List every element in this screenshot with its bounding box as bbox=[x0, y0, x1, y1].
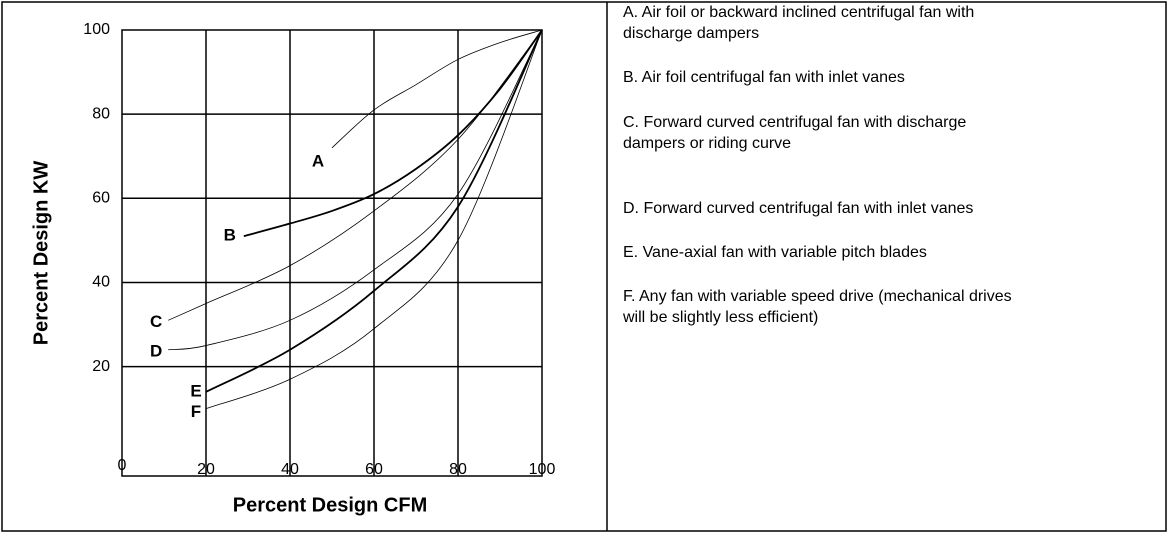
legend-text: A. Air foil or backward inclined centrif… bbox=[623, 4, 974, 21]
curve bbox=[331, 29, 543, 149]
legend-text: dampers or riding curve bbox=[623, 135, 791, 152]
y-tick-label: 80 bbox=[92, 105, 110, 122]
y-axis-label: Percent Design KW bbox=[30, 161, 52, 346]
curve-label: D bbox=[150, 341, 162, 360]
y-tick-label: 100 bbox=[83, 21, 110, 38]
legend-text: D. Forward curved centrifugal fan with i… bbox=[623, 200, 973, 217]
y-tick-label: 20 bbox=[92, 358, 110, 375]
legend-text: will be slightly less efficient) bbox=[622, 309, 818, 326]
y-tick-label: 60 bbox=[92, 190, 110, 207]
legend-text: E. Vane-axial fan with variable pitch bl… bbox=[623, 244, 927, 261]
curve bbox=[205, 29, 543, 410]
curve bbox=[168, 29, 543, 351]
curve bbox=[168, 29, 543, 321]
y-tick-label: 40 bbox=[92, 274, 110, 291]
curve-label: B bbox=[224, 226, 236, 245]
plot-frame bbox=[121, 29, 543, 477]
curve bbox=[205, 29, 543, 393]
legend-text: C. Forward curved centrifugal fan with d… bbox=[623, 114, 966, 131]
x-axis-label: Percent Design CFM bbox=[233, 494, 427, 516]
legend-text: discharge dampers bbox=[623, 25, 759, 42]
curve-label: E bbox=[190, 381, 201, 400]
curve bbox=[243, 29, 543, 238]
curve-label: F bbox=[191, 402, 201, 421]
legend-text: B. Air foil centrifugal fan with inlet v… bbox=[623, 69, 905, 86]
curve-label: A bbox=[312, 151, 324, 170]
legend-text: F. Any fan with variable speed drive (me… bbox=[623, 288, 1012, 305]
curve-label: C bbox=[150, 312, 162, 331]
